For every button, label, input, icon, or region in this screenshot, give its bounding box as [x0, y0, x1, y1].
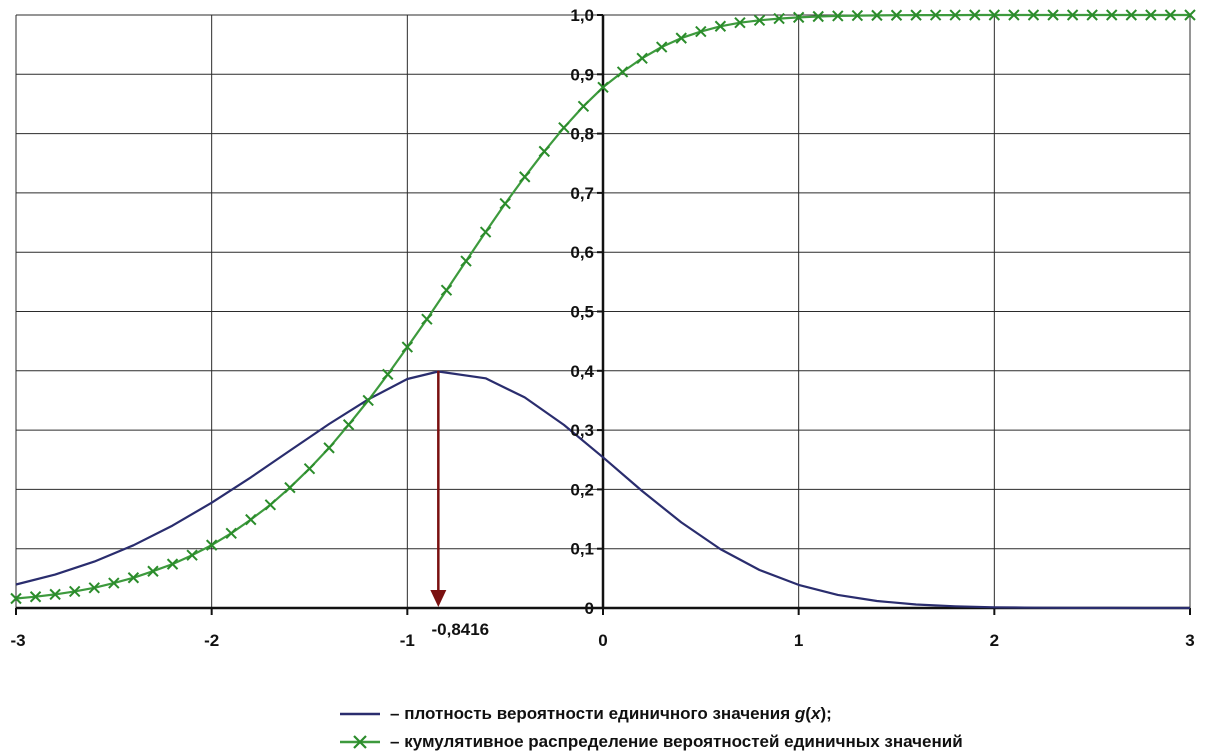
data-point-cumulative: [1008, 9, 1020, 21]
x-tick-label: -2: [204, 631, 219, 650]
data-point-cumulative: [264, 499, 277, 511]
data-point-cumulative: [871, 9, 883, 22]
data-point-cumulative: [245, 513, 257, 526]
data-point-cumulative: [1027, 9, 1040, 21]
data-point-cumulative: [558, 121, 570, 134]
y-tick-label: 0: [585, 599, 594, 618]
data-point-cumulative: [675, 32, 687, 44]
tick-labels: -3 -2 -1 0 1 2 3 0 0,1 0,2 0,3 0,4 0,5 0,6 0,7 0,8 0,9 1,…: [10, 6, 1194, 650]
data-point-cumulative: [519, 171, 531, 183]
annotation-arrow-head: [430, 590, 447, 607]
data-point-cumulative: [166, 558, 179, 570]
y-tick-label: 0,1: [570, 540, 594, 559]
data-point-cumulative: [29, 591, 42, 603]
data-point-cumulative: [969, 9, 981, 21]
data-point-cumulative: [88, 582, 100, 594]
series-line-density: [15, 370, 1190, 610]
chart: -0,8416 -3 -2 -1 0 1 2 3 0 0,1 0,2 0,3 0,4 0,5 0,6 0,7…: [10, 6, 1196, 650]
data-point-cumulative: [695, 25, 707, 38]
data-point-cumulative: [342, 419, 355, 431]
data-point-cumulative: [636, 52, 648, 64]
y-tick-label: 0,6: [570, 243, 594, 262]
data-point-cumulative: [401, 341, 414, 353]
legend-x-marker-swatch: [340, 735, 380, 749]
data-point-cumulative: [499, 197, 511, 210]
legend-line-swatch: [340, 712, 380, 716]
annotation-label: -0,8416: [431, 620, 489, 639]
x-tick-label: -1: [400, 631, 415, 650]
x-tick-label: 2: [990, 631, 999, 650]
data-point-cumulative: [284, 481, 296, 494]
data-point-cumulative: [1047, 9, 1059, 21]
legend-label-density: – плотность вероятности единичного значе…: [390, 704, 832, 723]
data-point-cumulative: [421, 313, 433, 325]
data-point-cumulative: [910, 9, 922, 21]
data-point-cumulative: [49, 588, 61, 601]
data-point-cumulative: [10, 592, 22, 605]
data-point-cumulative: [382, 368, 394, 381]
data-point-cumulative: [186, 549, 198, 561]
data-point-cumulative: [362, 394, 374, 407]
data-point-cumulative: [1184, 9, 1196, 21]
data-point-cumulative: [68, 585, 81, 598]
x-tick-label: 1: [794, 631, 803, 650]
data-point-cumulative: [832, 10, 844, 22]
legend-label-cumulative: – кумулятивное распределение вероятносте…: [390, 732, 963, 751]
x-tick-label: -3: [10, 631, 25, 650]
data-point-cumulative: [851, 9, 864, 22]
x-tick-label: 0: [598, 631, 607, 650]
data-point-cumulative: [1086, 9, 1098, 21]
data-point-cumulative: [1125, 9, 1138, 21]
data-point-cumulative: [812, 10, 824, 23]
y-tick-label: 0,3: [570, 421, 594, 440]
data-point-cumulative: [577, 100, 590, 113]
data-point-cumulative: [929, 9, 942, 21]
data-point-cumulative: [714, 20, 727, 32]
data-point-cumulative: [323, 442, 335, 454]
series-layer: [10, 9, 1196, 610]
data-point-cumulative: [225, 527, 237, 539]
data-point-cumulative: [616, 66, 629, 78]
axes: [15, 14, 1191, 615]
data-point-cumulative: [988, 9, 1001, 21]
data-point-cumulative: [538, 145, 551, 158]
data-point-cumulative: [1164, 9, 1177, 21]
data-point-cumulative: [773, 12, 785, 25]
y-tick-label: 0,2: [570, 480, 594, 499]
data-point-cumulative: [479, 226, 492, 238]
data-point-cumulative: [597, 81, 609, 94]
y-tick-label: 0,9: [570, 65, 594, 84]
data-point-cumulative: [734, 17, 746, 29]
data-point-cumulative: [303, 462, 316, 475]
annotation: -0,8416: [430, 370, 489, 639]
data-point-cumulative: [753, 14, 766, 27]
y-tick-label: 0,8: [570, 125, 594, 144]
y-tick-label: 0,5: [570, 303, 594, 322]
y-tick-label: 0,4: [570, 362, 594, 381]
x-tick-label: 3: [1185, 631, 1194, 650]
data-point-cumulative: [792, 11, 805, 24]
data-point-cumulative: [147, 565, 159, 577]
data-point-cumulative: [205, 539, 218, 551]
y-tick-label: 0,7: [570, 184, 594, 203]
data-point-cumulative: [460, 255, 472, 267]
y-tick-label: 1,0: [570, 6, 594, 25]
data-point-cumulative: [1066, 9, 1079, 21]
data-point-cumulative: [127, 572, 140, 584]
data-point-cumulative: [108, 577, 120, 589]
data-point-cumulative: [949, 9, 961, 21]
data-point-cumulative: [655, 41, 668, 53]
data-point-cumulative: [1106, 9, 1118, 21]
data-point-cumulative: [1145, 9, 1157, 21]
data-point-cumulative: [890, 9, 903, 21]
data-point-cumulative: [440, 284, 453, 296]
